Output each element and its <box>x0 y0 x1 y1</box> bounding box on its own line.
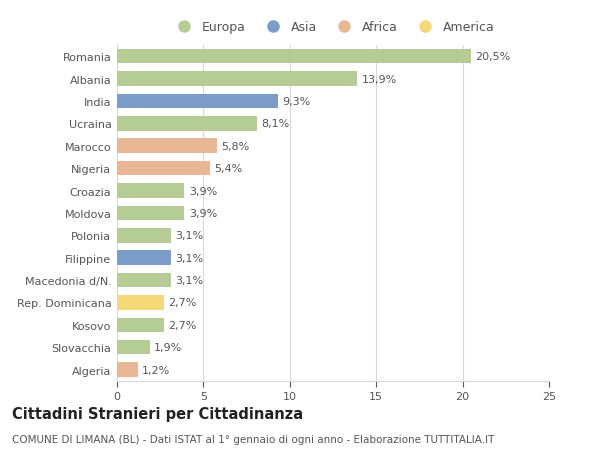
Bar <box>117 139 217 154</box>
Text: 5,4%: 5,4% <box>215 164 243 174</box>
Legend: Europa, Asia, Africa, America: Europa, Asia, Africa, America <box>169 18 497 36</box>
Text: 3,1%: 3,1% <box>175 275 203 285</box>
Text: 2,7%: 2,7% <box>168 298 196 308</box>
Bar <box>117 340 150 355</box>
Text: 3,1%: 3,1% <box>175 231 203 241</box>
Text: 3,9%: 3,9% <box>189 208 217 218</box>
Text: 3,1%: 3,1% <box>175 253 203 263</box>
Text: 2,7%: 2,7% <box>168 320 196 330</box>
Text: 8,1%: 8,1% <box>261 119 290 129</box>
Bar <box>117 229 170 243</box>
Text: Cittadini Stranieri per Cittadinanza: Cittadini Stranieri per Cittadinanza <box>12 406 303 421</box>
Text: 13,9%: 13,9% <box>362 74 397 84</box>
Bar <box>117 95 278 109</box>
Bar <box>117 72 357 87</box>
Text: COMUNE DI LIMANA (BL) - Dati ISTAT al 1° gennaio di ogni anno - Elaborazione TUT: COMUNE DI LIMANA (BL) - Dati ISTAT al 1°… <box>12 434 494 444</box>
Bar <box>117 184 184 198</box>
Text: 3,9%: 3,9% <box>189 186 217 196</box>
Text: 20,5%: 20,5% <box>476 52 511 62</box>
Bar <box>117 296 164 310</box>
Bar <box>117 273 170 288</box>
Bar <box>117 251 170 265</box>
Text: 5,8%: 5,8% <box>221 141 250 151</box>
Text: 1,2%: 1,2% <box>142 365 170 375</box>
Bar <box>117 206 184 221</box>
Bar <box>117 162 211 176</box>
Bar <box>117 117 257 131</box>
Bar <box>117 318 164 332</box>
Bar <box>117 363 138 377</box>
Text: 1,9%: 1,9% <box>154 342 182 353</box>
Text: 9,3%: 9,3% <box>282 97 310 107</box>
Bar <box>117 50 471 64</box>
